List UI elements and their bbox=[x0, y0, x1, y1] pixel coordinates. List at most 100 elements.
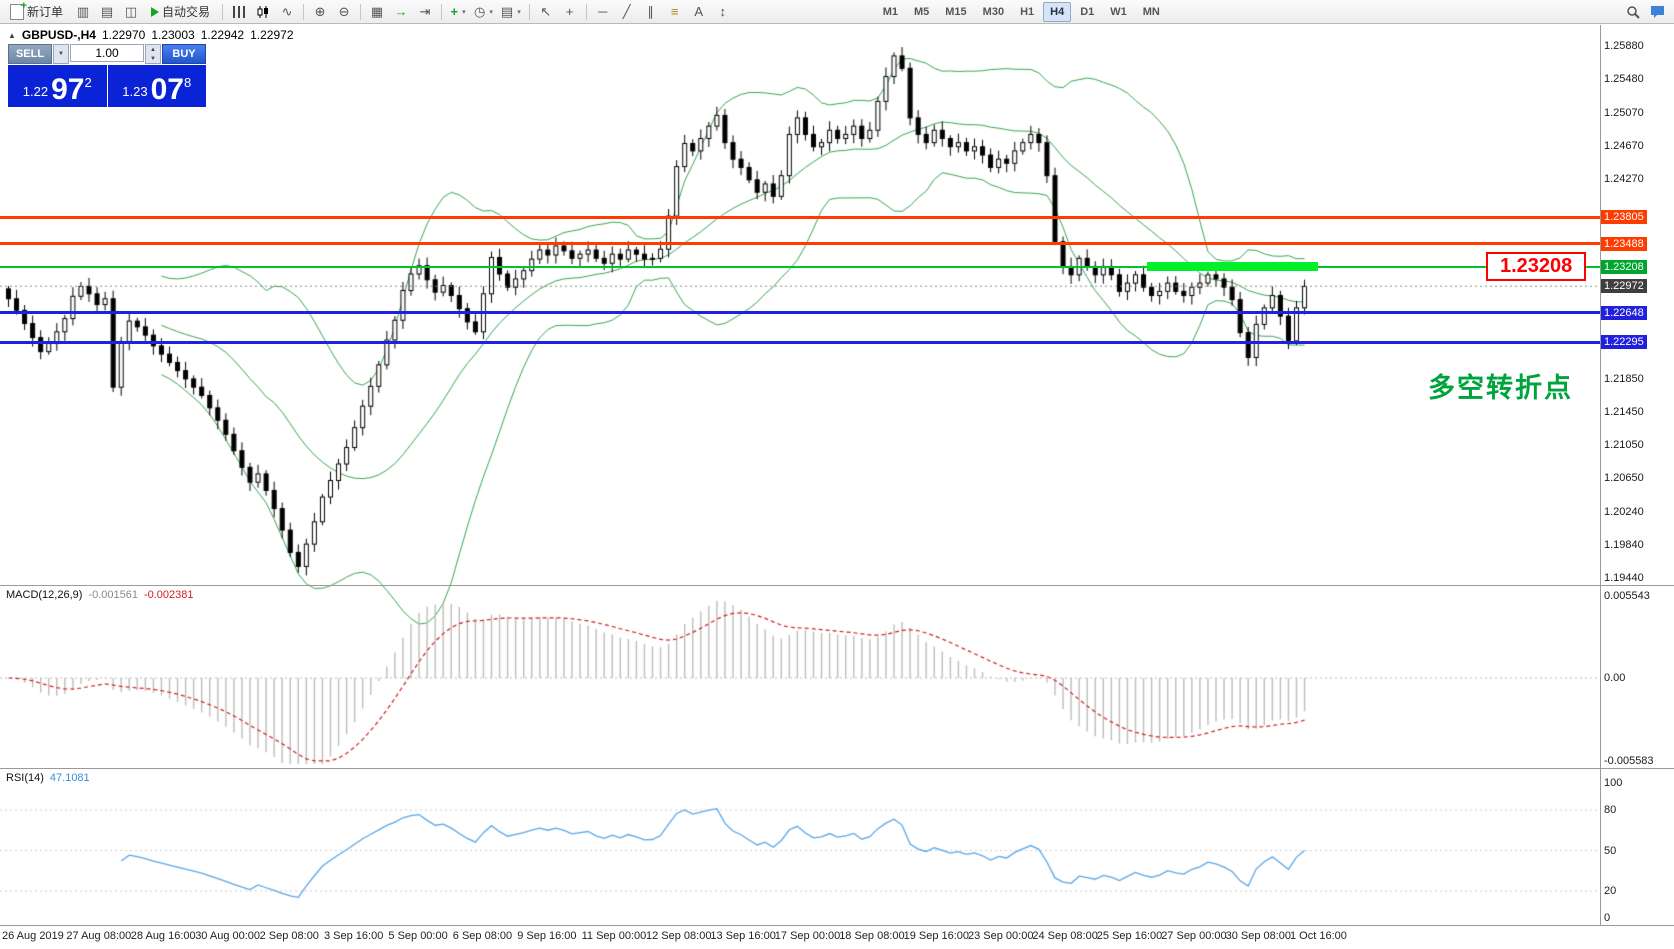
timeframe-button-h4[interactable]: H4 bbox=[1043, 1, 1072, 22]
bar-chart-button[interactable] bbox=[228, 2, 250, 22]
zoom-in-icon: ⊕ bbox=[314, 4, 326, 19]
time-axis-label: 30 Sep 08:00 bbox=[1225, 930, 1292, 942]
timeframe-button-m30[interactable]: M30 bbox=[976, 2, 1011, 22]
timeframe-button-d1[interactable]: D1 bbox=[1073, 2, 1101, 22]
panel-separator bbox=[0, 925, 1674, 926]
candlestick-chart-icon bbox=[257, 5, 269, 18]
one-click-options-button[interactable]: ▼ bbox=[53, 44, 69, 64]
buy-price-sup: 8 bbox=[183, 75, 192, 90]
time-axis-label: 23 Sep 00:00 bbox=[968, 930, 1034, 942]
chart-shift-icon: ⇥ bbox=[419, 4, 431, 19]
level-line-1.22648[interactable] bbox=[0, 311, 1600, 315]
time-axis-label: 12 Sep 08:00 bbox=[646, 930, 712, 942]
line-chart-button[interactable]: ∿ bbox=[276, 2, 298, 22]
fibonacci-button[interactable]: ≡ bbox=[664, 2, 686, 22]
sell-header-button[interactable]: SELL bbox=[8, 44, 52, 64]
chat-button[interactable] bbox=[1646, 2, 1668, 22]
autotrade-label: 自动交易 bbox=[162, 5, 211, 19]
volume-down-button[interactable]: ▼ bbox=[146, 54, 160, 63]
timeframe-button-h1[interactable]: H1 bbox=[1013, 2, 1041, 22]
time-axis-label: 13 Sep 16:00 bbox=[710, 930, 776, 942]
price-label-1.22648: 1.22648 bbox=[1601, 305, 1647, 320]
candlestick-chart-button[interactable] bbox=[252, 2, 274, 22]
cursor-icon: ↖ bbox=[540, 4, 552, 19]
profiles-button[interactable]: ▤ bbox=[96, 2, 118, 22]
zoom-out-button[interactable]: ⊖ bbox=[333, 2, 355, 22]
price-axis-tick: 1.25070 bbox=[1604, 106, 1644, 119]
timeframe-button-m5[interactable]: M5 bbox=[907, 2, 936, 22]
price-axis-tick: 1.24670 bbox=[1604, 139, 1644, 152]
indicators-button[interactable]: + ▾ bbox=[447, 2, 469, 22]
level-line-1.23208[interactable] bbox=[0, 265, 1600, 268]
arrows-icon: ↕ bbox=[719, 4, 726, 19]
level-line-1.23488[interactable] bbox=[0, 242, 1600, 246]
toolbar-separator bbox=[585, 3, 587, 20]
toolbar: 新订单 ▥ ▤ ◫ 自动交易 ∿ ⊕ ⊖ ▦ → ⇥ +▾ ◷▾ ▤▾ ↖ + … bbox=[0, 0, 1674, 24]
chart-collapse-icon[interactable]: ▲ bbox=[8, 30, 16, 40]
volume-up-button[interactable]: ▲ bbox=[146, 45, 160, 54]
panel-separator[interactable] bbox=[0, 585, 1674, 586]
text-label-button[interactable]: A bbox=[688, 2, 710, 22]
price-label-1.23488: 1.23488 bbox=[1601, 236, 1647, 251]
autotrade-button[interactable]: 自动交易 bbox=[144, 2, 217, 22]
one-click-trading-panel: SELL ▼ ▲ ▼ BUY 1.22 97 2 1.23 07 8 bbox=[8, 44, 206, 107]
toolbar-separator bbox=[303, 3, 305, 20]
trendline-button[interactable]: ╱ bbox=[616, 2, 638, 22]
periods-button[interactable]: ◷ ▾ bbox=[471, 2, 496, 22]
arrows-button[interactable]: ↕ bbox=[712, 2, 734, 22]
chinese-note[interactable]: 多空转折点 bbox=[1428, 373, 1573, 403]
buy-header-button[interactable]: BUY bbox=[162, 44, 206, 64]
time-axis-label: 2 Sep 08:00 bbox=[259, 930, 319, 942]
search-button[interactable] bbox=[1622, 2, 1644, 22]
horizontal-line-icon: ─ bbox=[598, 4, 608, 19]
sell-price-button[interactable]: 1.22 97 2 bbox=[8, 65, 107, 107]
zoom-in-button[interactable]: ⊕ bbox=[309, 2, 331, 22]
chart-shift-button[interactable]: ⇥ bbox=[414, 2, 436, 22]
periods-icon: ◷ bbox=[474, 4, 486, 19]
timeframe-button-m1[interactable]: M1 bbox=[876, 2, 905, 22]
rsi-axis-tick: 100 bbox=[1604, 777, 1623, 789]
crosshair-button[interactable]: + bbox=[559, 2, 581, 22]
volume-input[interactable] bbox=[70, 44, 144, 62]
timeframe-button-mn[interactable]: MN bbox=[1136, 2, 1167, 22]
time-axis-label: 11 Sep 00:00 bbox=[581, 930, 647, 942]
one-click-prices: 1.22 97 2 1.23 07 8 bbox=[8, 65, 206, 107]
level-line-1.23805[interactable] bbox=[0, 215, 1600, 219]
time-axis-label: 25 Sep 16:00 bbox=[1096, 930, 1163, 942]
time-axis-label: 27 Aug 08:00 bbox=[66, 930, 132, 942]
crosshair-icon: + bbox=[565, 4, 574, 19]
buy-price-big: 1.23 bbox=[122, 84, 148, 99]
cursor-button[interactable]: ↖ bbox=[535, 2, 557, 22]
tile-windows-button[interactable]: ▦ bbox=[366, 2, 388, 22]
chat-icon bbox=[1650, 5, 1664, 18]
chart-window-button[interactable]: ▥ bbox=[72, 2, 94, 22]
data-window-button[interactable]: ◫ bbox=[120, 2, 142, 22]
horizontal-line-button[interactable]: ─ bbox=[592, 2, 614, 22]
new-order-button[interactable]: 新订单 bbox=[3, 0, 70, 22]
dropdown-icon: ▾ bbox=[462, 8, 466, 16]
price-axis-tick: 1.21450 bbox=[1604, 405, 1644, 418]
templates-button[interactable]: ▤ ▾ bbox=[498, 2, 524, 22]
price-callout[interactable]: 1.23208 bbox=[1486, 252, 1587, 281]
auto-scroll-icon: → bbox=[394, 4, 408, 19]
auto-scroll-button[interactable]: → bbox=[390, 2, 412, 22]
time-axis-label: 3 Sep 16:00 bbox=[324, 930, 384, 942]
time-axis-label: 28 Aug 16:00 bbox=[130, 930, 196, 942]
macd-value-signal: -0.002381 bbox=[143, 589, 194, 601]
channel-button[interactable]: ∥ bbox=[640, 2, 662, 22]
time-axis-label: 6 Sep 08:00 bbox=[452, 930, 513, 942]
new-order-icon bbox=[10, 0, 27, 20]
panel-separator[interactable] bbox=[0, 768, 1674, 769]
timeframe-button-m15[interactable]: M15 bbox=[938, 2, 973, 22]
buy-price-main: 07 bbox=[150, 72, 184, 106]
timeframe-button-w1[interactable]: W1 bbox=[1103, 2, 1134, 22]
macd-header: MACD(12,26,9) -0.001561 -0.002381 bbox=[6, 589, 194, 601]
buy-price-button[interactable]: 1.23 07 8 bbox=[107, 65, 206, 107]
level-line-1.22295[interactable] bbox=[0, 340, 1600, 344]
time-axis-label: 1 Oct 16:00 bbox=[1290, 930, 1347, 942]
highlight-rectangle[interactable] bbox=[1147, 261, 1318, 271]
toolbar-separator bbox=[360, 3, 362, 20]
new-order-label: 新订单 bbox=[27, 5, 64, 19]
